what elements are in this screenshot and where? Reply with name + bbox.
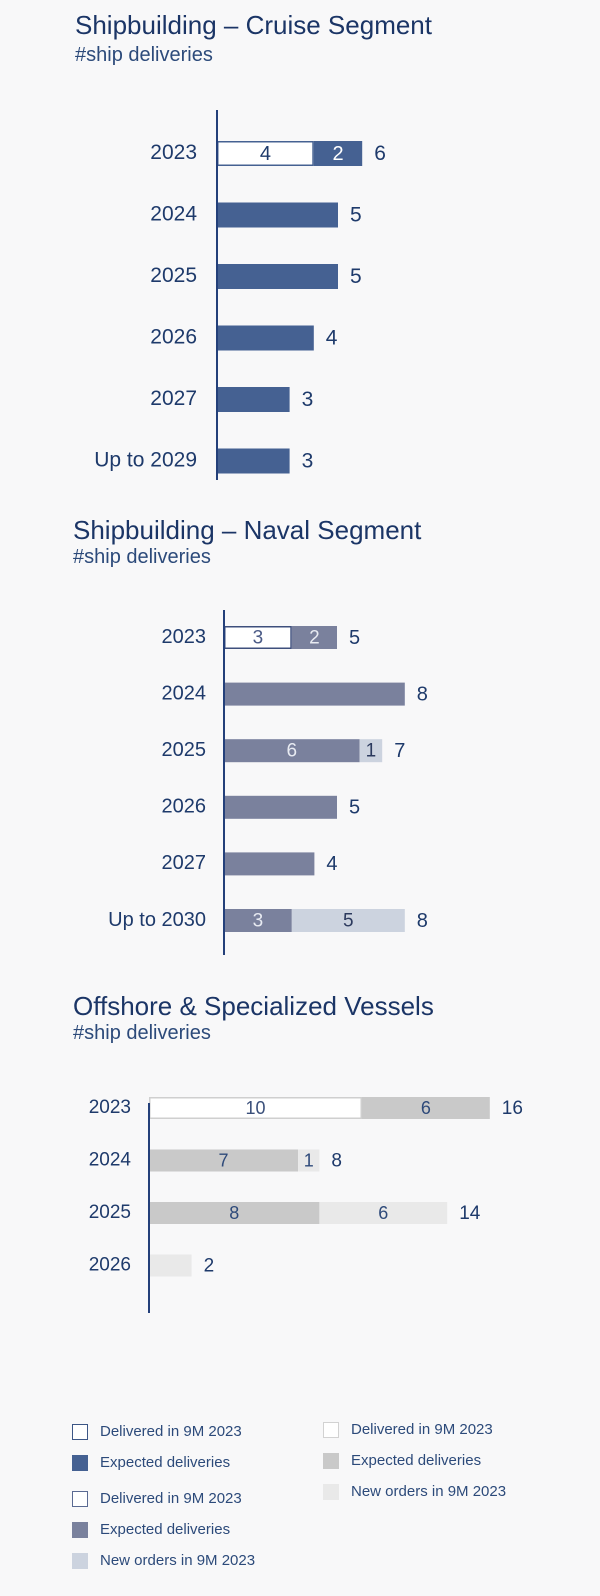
legend-cruise-delivered: Delivered in 9M 2023 [72,1423,242,1440]
total-value-label: 5 [350,204,362,227]
legend-label: Delivered in 9M 2023 [100,1490,242,1507]
segment-value-label: 6 [378,1203,388,1223]
category-label: 2023 [162,626,207,648]
legend-offshore-expected: Expected deliveries [323,1452,481,1469]
total-value-label: 4 [326,853,337,875]
category-label: 2023 [150,141,197,164]
cruise-chart-subtitle: #ship deliveries [75,44,213,66]
bar-segment [217,202,338,228]
total-value-label: 8 [417,910,428,932]
bar-segment [291,909,405,932]
total-value-label: 5 [349,627,360,649]
naval-chart-subtitle: #ship deliveries [73,546,211,568]
naval-chart-title: Shipbuilding – Naval Segment [73,515,422,545]
category-label: 2025 [162,739,207,761]
legend-label: Expected deliveries [100,1454,231,1471]
total-value-label: 2 [204,1256,215,1277]
segment-value-label: 6 [287,741,298,762]
legend-swatch [323,1421,339,1438]
segment-value-label: 7 [219,1150,229,1170]
category-label: 2023 [89,1097,131,1118]
legend-label: Delivered in 9M 2023 [100,1423,242,1440]
category-label: 2025 [150,264,197,287]
total-value-label: 4 [326,327,338,350]
bar-segment [224,852,315,876]
category-label: 2027 [150,387,197,410]
bar-segment [217,387,290,412]
total-value-label: 8 [331,1151,342,1172]
cruise-chart-title: Shipbuilding – Cruise Segment [75,10,432,40]
legend-offshore-delivered: Delivered in 9M 2023 [323,1421,493,1438]
segment-value-label: 1 [366,741,377,762]
category-label: 2026 [150,326,197,349]
category-label: 2024 [150,203,197,226]
bar-segment [217,325,314,351]
total-value-label: 6 [374,142,386,165]
category-label: Up to 2029 [94,449,197,472]
total-value-label: 16 [502,1098,523,1119]
bar-segment [313,141,363,166]
category-label: 2024 [162,682,207,704]
bar-segment [217,448,290,474]
bar-segment [298,1149,320,1172]
offshore-chart-title: Offshore & Specialized Vessels [73,991,434,1021]
category-label: 2026 [162,796,207,818]
category-label: 2025 [89,1202,131,1223]
segment-value-label: 4 [260,143,271,165]
bar-segment [224,909,292,932]
legend-naval-expected: Expected deliveries [72,1521,230,1538]
segment-value-label: 1 [304,1150,314,1170]
segment-value-label: 2 [332,143,343,165]
legend-swatch [323,1483,339,1500]
total-value-label: 14 [459,1203,481,1224]
legend-naval-new: New orders in 9M 2023 [72,1552,255,1569]
total-value-label: 5 [349,797,360,819]
total-value-label: 8 [417,683,428,705]
category-label: 2026 [89,1255,131,1276]
bar-segment [149,1202,320,1224]
cruise-bar-chart: 2023 4 2 6 2024 5 2025 5 2026 4 2027 3 Up to 2029 3 [94,110,386,480]
segment-value-label: 3 [253,911,264,932]
segment-value-label: 5 [343,911,354,932]
bar-segment [224,795,337,819]
bar-segment [149,1254,192,1277]
offshore-chart-subtitle: #ship deliveries [73,1022,211,1044]
bar-segment [217,264,338,289]
total-value-label: 7 [394,740,405,762]
bar-segment [149,1149,299,1172]
bar-segment [359,739,383,763]
legend-swatch [72,1423,88,1440]
segment-value-label: 2 [309,628,320,649]
legend-offshore-new: New orders in 9M 2023 [323,1483,506,1500]
legend-label: Expected deliveries [100,1521,231,1538]
naval-bar-chart: 2023 3 2 5 2024 8 2025 6 1 7 2026 5 2027 4 Up to 2030 3… [108,610,428,955]
legend-label: New orders in 9M 2023 [100,1552,256,1569]
segment-value-label: 3 [253,628,264,649]
total-value-label: 5 [350,265,362,288]
bar-segment [291,626,337,649]
total-value-label: 3 [302,450,314,473]
legend-swatch [72,1552,88,1569]
legend-label: New orders in 9M 2023 [351,1483,507,1500]
legend-naval-delivered: Delivered in 9M 2023 [72,1490,242,1507]
legend-swatch [72,1490,88,1507]
bar-segment [319,1202,448,1224]
category-label: 2024 [89,1150,132,1171]
category-label: Up to 2030 [108,909,206,931]
bar-segment [362,1097,490,1119]
legend-label: Delivered in 9M 2023 [351,1421,493,1438]
category-label: 2027 [162,852,207,874]
segment-value-label: 10 [245,1098,265,1118]
legend-swatch [323,1452,339,1469]
legend-swatch [72,1521,88,1538]
legend-label: Expected deliveries [351,1452,482,1469]
total-value-label: 3 [302,388,314,411]
bar-segment [224,739,360,763]
legend-swatch [72,1454,88,1471]
segment-value-label: 8 [229,1203,239,1223]
bar-segment [224,682,405,706]
legend-cruise-expected: Expected deliveries [72,1454,230,1471]
segment-value-label: 6 [421,1098,431,1118]
